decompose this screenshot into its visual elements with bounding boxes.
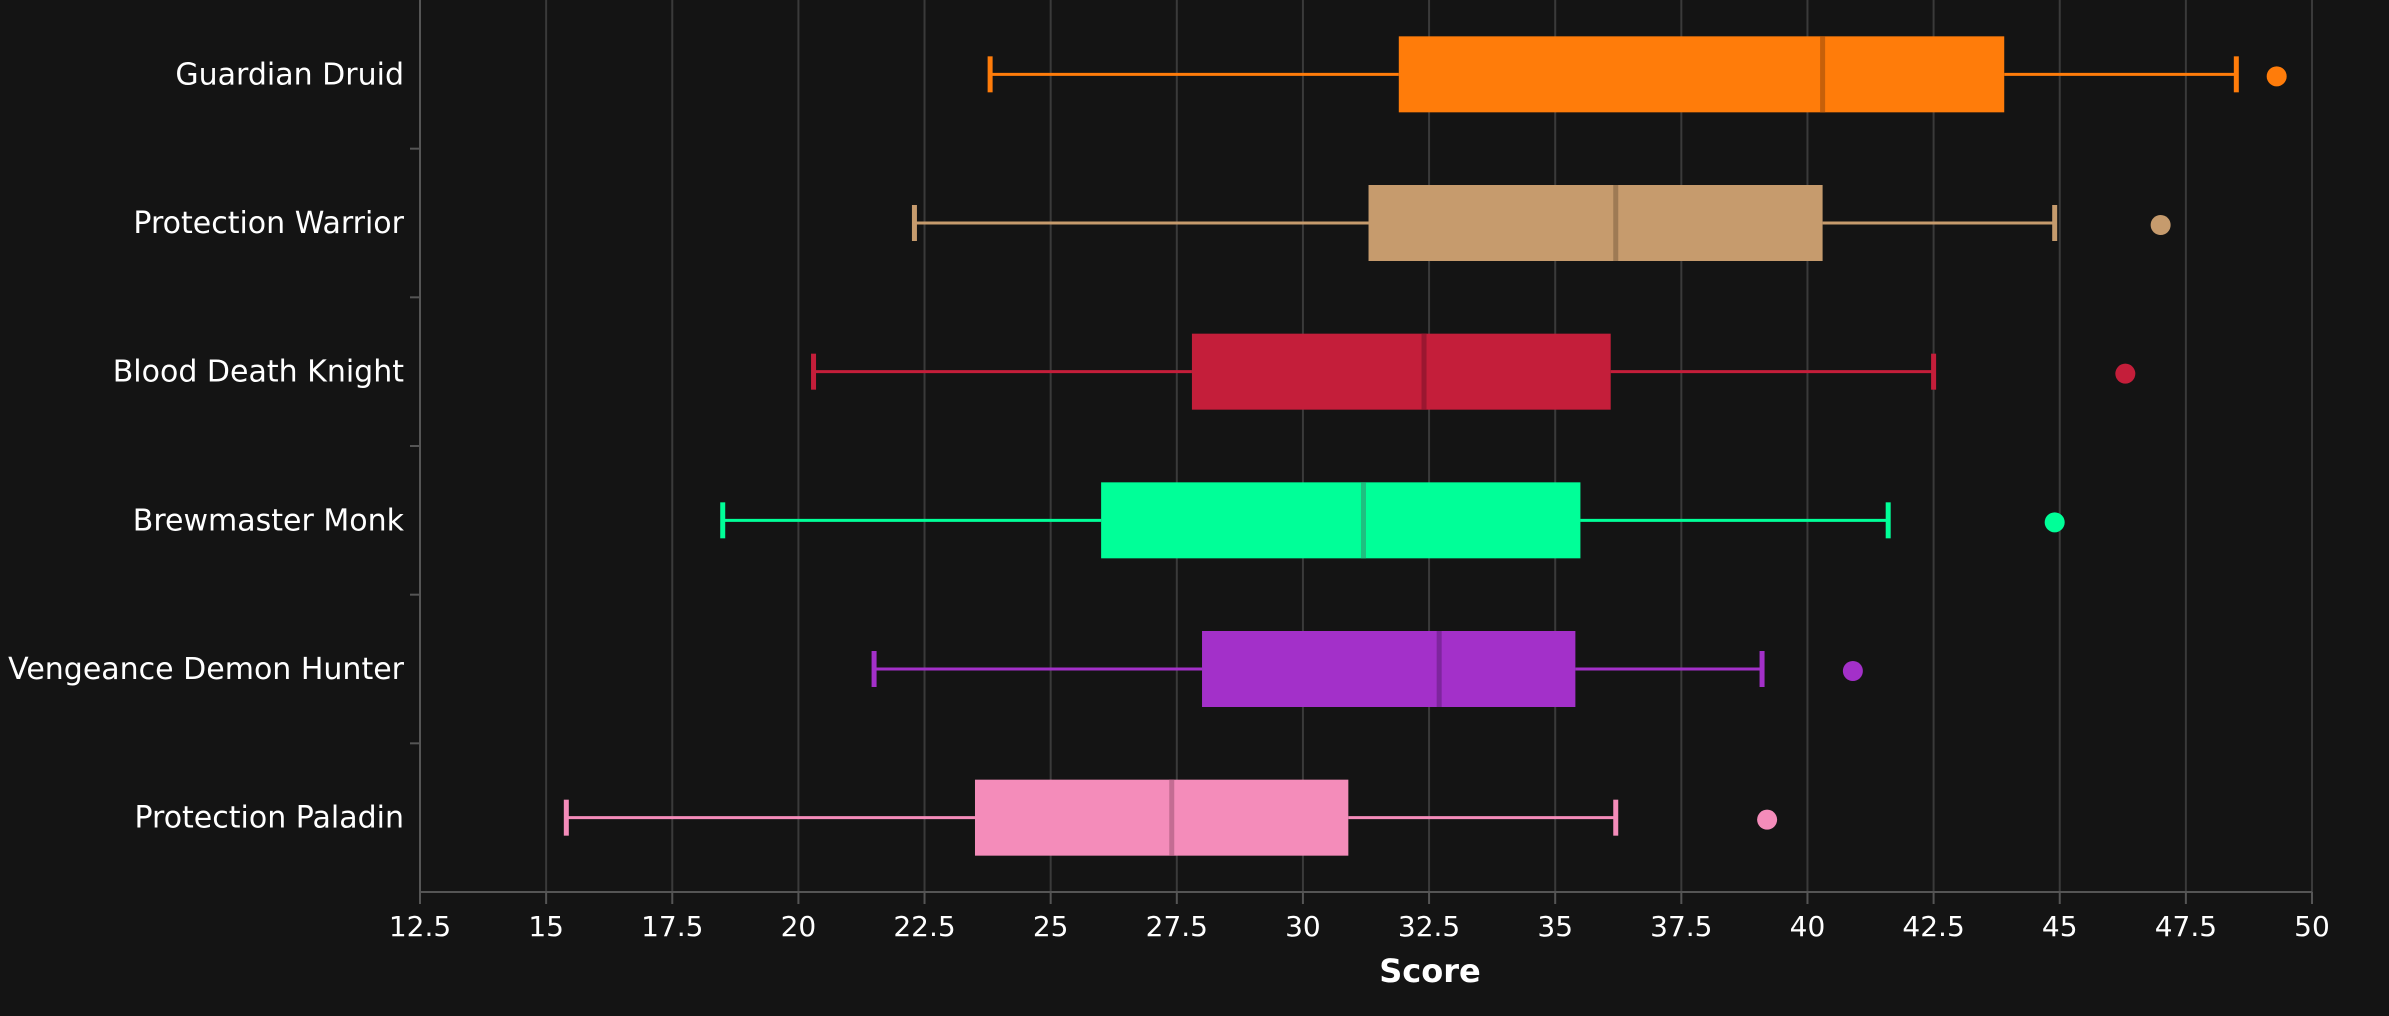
iqr-box <box>1368 185 1823 261</box>
iqr-box <box>1398 36 2005 113</box>
category-label: Blood Death Knight <box>113 355 405 390</box>
box-group <box>871 631 1863 707</box>
category-label: Guardian Druid <box>175 57 404 92</box>
x-tick-label: 15 <box>528 910 564 943</box>
box-group <box>563 779 1778 856</box>
box-group <box>911 185 2171 261</box>
category-label: Protection Paladin <box>134 801 404 836</box>
x-tick-label: 47.5 <box>2155 910 2217 943</box>
x-tick-label: 50 <box>2294 910 2330 943</box>
axes <box>410 0 2313 904</box>
box-series <box>563 36 2287 856</box>
category-label: Protection Warrior <box>133 206 404 241</box>
x-tick-label: 45 <box>2042 910 2078 943</box>
outlier-point <box>2044 512 2065 533</box>
iqr-box <box>1101 482 1581 559</box>
x-axis-title: Score <box>1379 952 1480 990</box>
outlier-point <box>2115 363 2136 384</box>
iqr-box <box>1191 333 1611 410</box>
outlier-point <box>1842 661 1863 681</box>
box-group <box>987 36 2287 113</box>
x-tick-label: 12.5 <box>389 910 451 943</box>
iqr-box <box>974 779 1349 856</box>
x-tick-label: 20 <box>781 910 817 943</box>
category-label: Vengeance Demon Hunter <box>8 652 405 687</box>
grid-lines <box>545 0 2313 892</box>
category-label: Brewmaster Monk <box>133 503 405 538</box>
x-tick-label: 17.5 <box>641 910 703 943</box>
x-tick-label: 35 <box>1537 910 1573 943</box>
x-tick-label: 37.5 <box>1650 910 1712 943</box>
box-group <box>811 333 2136 410</box>
iqr-box <box>1202 631 1576 707</box>
x-tick-label: 22.5 <box>893 910 955 943</box>
labels: 12.5 15 17.5 20 22.5 25 27.5 30 32.5 35 37.5 40 42.5… <box>8 57 2330 943</box>
x-tick-label: 25 <box>1033 910 1069 943</box>
x-tick-label: 40 <box>1790 910 1826 943</box>
outlier-point <box>2150 215 2171 235</box>
x-tick-label: 42.5 <box>1902 910 1964 943</box>
box-group <box>720 482 2065 559</box>
outlier-point <box>2266 66 2287 87</box>
outlier-point <box>1757 809 1778 830</box>
x-tick-label: 32.5 <box>1398 910 1460 943</box>
x-tick-label: 27.5 <box>1146 910 1208 943</box>
x-tick-label: 30 <box>1285 910 1321 943</box>
